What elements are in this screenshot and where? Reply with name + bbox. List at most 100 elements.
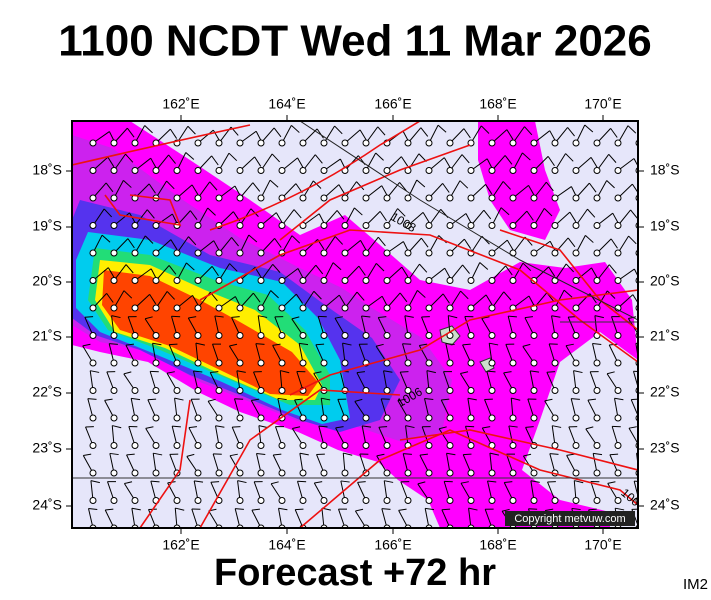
- barb-flag: [565, 263, 575, 273]
- barb-flag: [270, 290, 279, 299]
- barb-flag: [252, 292, 261, 303]
- barb-flag: [485, 184, 493, 195]
- station: [110, 359, 118, 367]
- barb-flag: [462, 343, 471, 346]
- station: [215, 194, 223, 202]
- wind-barb: [440, 398, 454, 422]
- station: [593, 222, 601, 229]
- station: [425, 414, 433, 422]
- wind-barb: [110, 425, 122, 449]
- barb-flag: [479, 262, 489, 270]
- barb-flag: [606, 180, 615, 189]
- station: [257, 249, 265, 257]
- station: [173, 387, 181, 394]
- wind-barb: [551, 127, 575, 147]
- wind-barb: [291, 426, 307, 449]
- wind-barb: [123, 371, 139, 394]
- wind-barb: [257, 290, 279, 312]
- barb-flag: [465, 213, 472, 224]
- wind-barb: [149, 370, 160, 394]
- station: [383, 249, 391, 257]
- station: [404, 359, 412, 367]
- wind-barb: [530, 208, 553, 229]
- station: [446, 139, 454, 147]
- wind-barb: [508, 425, 518, 449]
- barb-flag: [569, 211, 577, 223]
- station: [173, 497, 181, 504]
- wind-barb: [131, 157, 157, 174]
- barb-flag: [145, 426, 154, 429]
- station: [299, 139, 307, 147]
- barb-flag: [291, 235, 301, 244]
- wind-barb: [503, 371, 517, 394]
- barb-flag: [463, 238, 472, 249]
- barb-flag: [460, 371, 469, 375]
- wind-barb: [278, 268, 304, 284]
- station: [509, 414, 517, 422]
- barb-flag: [275, 212, 283, 223]
- barb-flag: [461, 154, 470, 164]
- barb-flag: [566, 453, 575, 456]
- station: [551, 332, 559, 339]
- station: [593, 414, 601, 422]
- station: [572, 167, 580, 174]
- wind-barb: [424, 398, 434, 422]
- wind-barb: [320, 125, 343, 147]
- wind-barb: [530, 156, 555, 174]
- wind-barb: [446, 290, 469, 312]
- wind-barb: [316, 453, 328, 477]
- station: [425, 249, 433, 257]
- lon-label: 162˚E: [162, 96, 199, 112]
- wind-barb: [315, 343, 328, 367]
- barb-flag: [501, 508, 510, 512]
- station: [278, 497, 286, 504]
- wind-barb: [465, 425, 475, 449]
- barb-flag: [153, 452, 163, 456]
- barb-flag: [212, 129, 220, 141]
- barb-flag: [379, 211, 387, 222]
- barb-flag: [633, 158, 638, 168]
- wind-barb: [212, 343, 223, 367]
- station: [257, 332, 265, 339]
- barb-flag: [171, 315, 181, 318]
- station: [446, 359, 454, 367]
- station: [299, 194, 307, 202]
- wind-barb: [446, 213, 472, 229]
- barb-flag: [125, 343, 135, 346]
- station: [551, 139, 559, 147]
- wind-barb: [320, 236, 344, 257]
- barb-flag: [123, 179, 132, 188]
- wind-barb: [354, 398, 370, 422]
- station: [467, 359, 475, 367]
- station: [383, 304, 391, 312]
- station: [362, 249, 370, 257]
- station: [593, 442, 601, 449]
- barb-flag: [525, 426, 534, 428]
- barb-flag: [551, 315, 561, 318]
- station: [593, 139, 601, 147]
- station: [362, 497, 370, 504]
- wind-barb: [446, 180, 469, 202]
- wind-barb: [585, 426, 601, 449]
- station: [425, 497, 433, 504]
- station: [488, 332, 496, 339]
- wind-barb: [194, 266, 219, 284]
- wind-barb: [509, 210, 534, 229]
- station: [194, 167, 202, 174]
- barb-flag: [315, 264, 324, 275]
- barb-flag: [545, 181, 554, 192]
- wind-barb: [467, 262, 489, 284]
- barb-flag: [362, 425, 372, 428]
- wind-barb: [253, 371, 265, 394]
- station: [572, 497, 580, 504]
- station: [320, 359, 328, 367]
- station: [425, 442, 433, 449]
- station: [110, 277, 118, 284]
- barb-flag: [460, 481, 469, 484]
- station: [530, 167, 538, 174]
- station: [131, 139, 139, 147]
- station: [215, 249, 223, 257]
- wind-barb: [173, 397, 184, 422]
- wind-barb: [257, 315, 268, 339]
